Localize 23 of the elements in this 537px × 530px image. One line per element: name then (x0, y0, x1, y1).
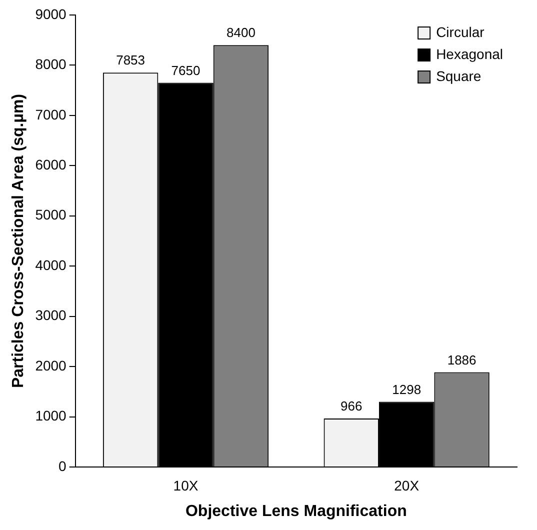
y-tick-label: 9000 (35, 6, 67, 22)
legend-label: Square (436, 68, 482, 84)
y-tick-label: 5000 (35, 206, 67, 223)
data-label: 966 (340, 398, 362, 414)
data-label: 1298 (392, 382, 422, 397)
y-tick-label: 7000 (35, 106, 67, 122)
y-tick-label: 0 (58, 458, 67, 474)
x-axis-title: Objective Lens Magnification (185, 502, 407, 520)
y-axis-title: Particles Cross-Sectional Area (sq.µm) (10, 94, 28, 388)
data-label: 7650 (171, 62, 200, 78)
y-tick-label: 3000 (35, 307, 67, 324)
x-tick-label: 20X (394, 477, 420, 494)
y-tick-label: 6000 (35, 156, 67, 173)
y-tick-label: 1000 (35, 408, 67, 424)
data-label: 1886 (447, 352, 476, 368)
legend-label: Circular (436, 24, 485, 40)
x-tick-label: 10X (173, 477, 199, 494)
data-label: 8400 (226, 25, 256, 40)
legend-label: Hexagonal (436, 46, 503, 62)
y-tick-label: 4000 (35, 256, 67, 273)
data-label: 7853 (116, 52, 146, 68)
y-tick-label: 8000 (35, 56, 67, 72)
y-tick-label: 2000 (35, 357, 67, 374)
